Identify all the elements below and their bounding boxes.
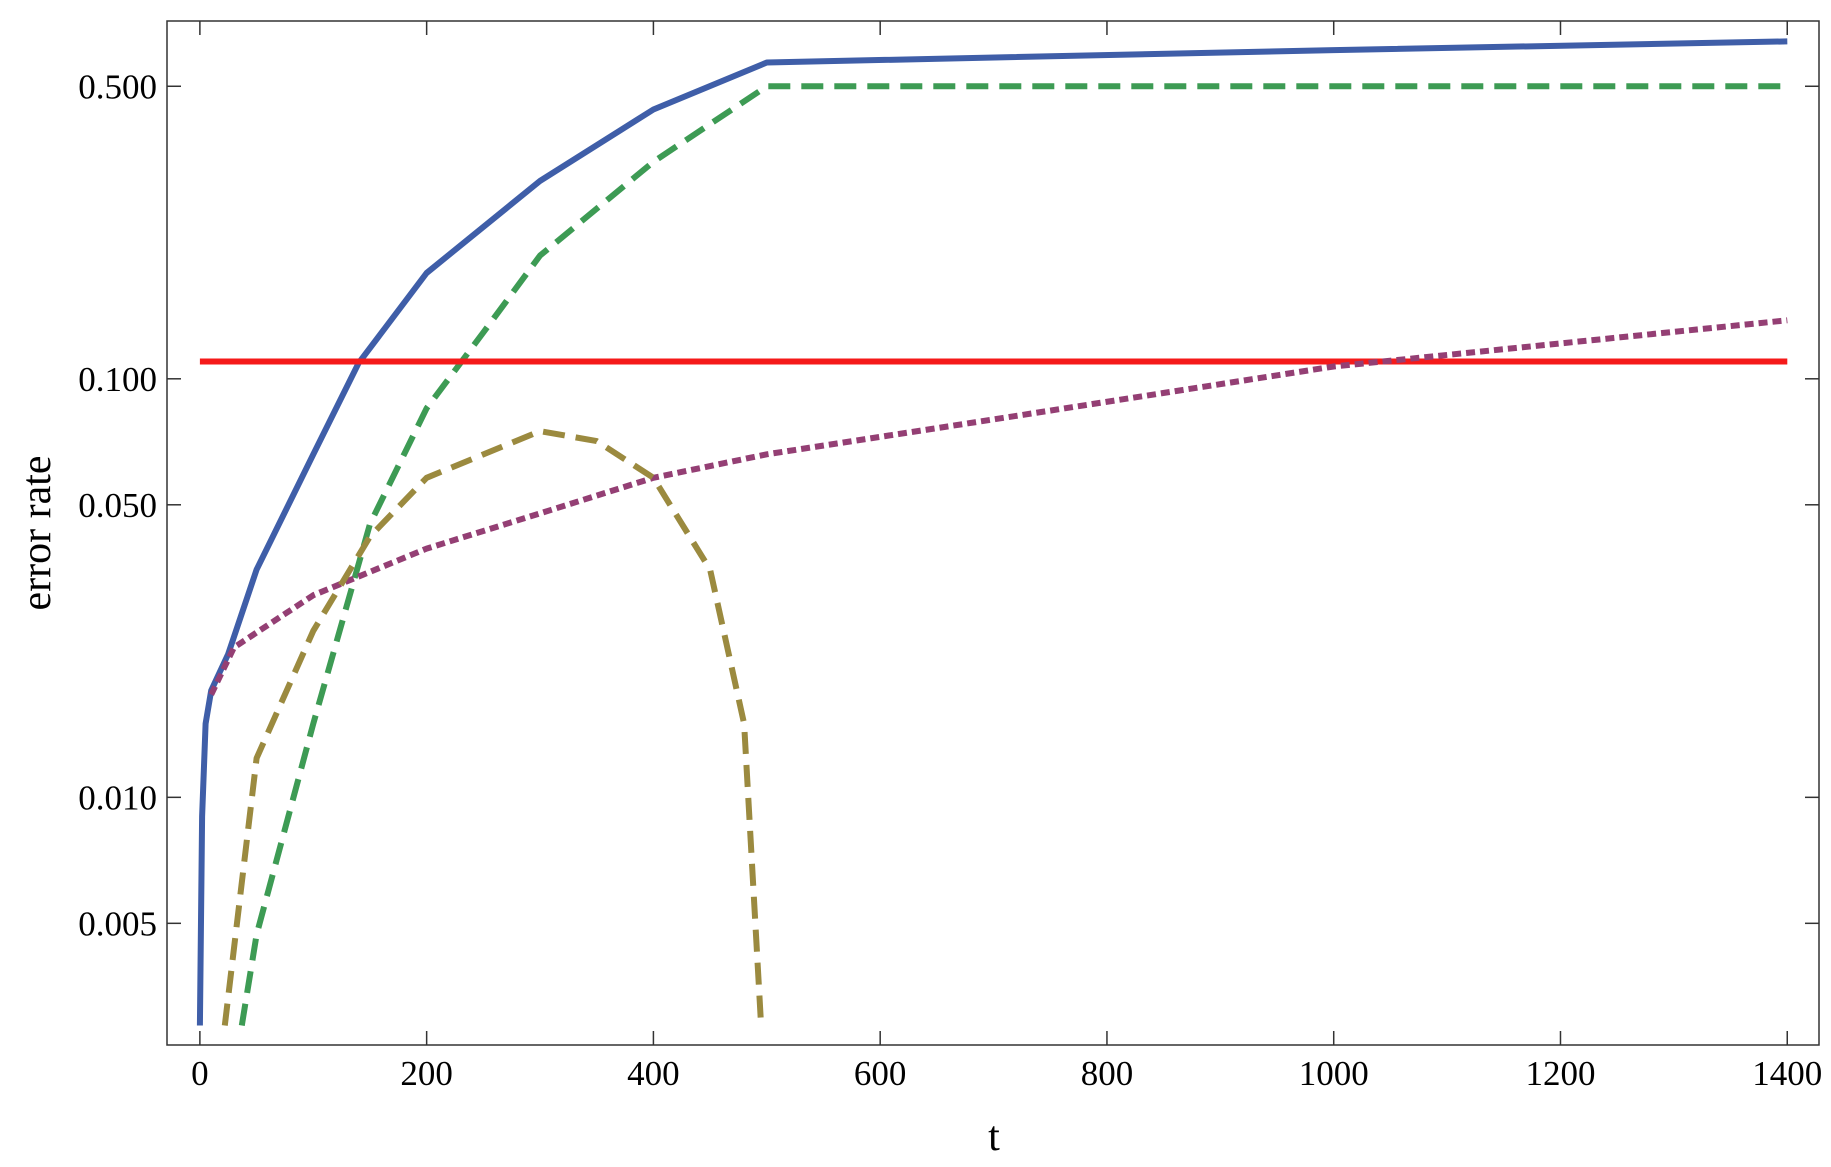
plot-frame — [166, 20, 1820, 1046]
series-line — [238, 83, 1788, 1026]
x-tick-label: 200 — [400, 1054, 453, 1093]
x-tick-label: 600 — [854, 1054, 907, 1093]
y-tick-label: 0.050 — [78, 486, 157, 525]
series-line — [196, 38, 1788, 1026]
series-line — [208, 317, 1788, 696]
y-tick-label: 0.500 — [78, 67, 157, 106]
x-tick-label: 1400 — [1752, 1054, 1822, 1093]
x-tick-label: 1000 — [1299, 1054, 1369, 1093]
x-axis-label: t — [988, 1114, 1000, 1160]
y-axis-label: error rate — [14, 455, 60, 610]
y-tick-label: 0.005 — [78, 904, 157, 943]
x-tick-label: 400 — [627, 1054, 680, 1093]
x-tick-label: 800 — [1081, 1054, 1134, 1093]
series-line — [221, 428, 765, 1026]
y-tick-label: 0.010 — [78, 778, 157, 817]
x-tick-label: 0 — [191, 1054, 209, 1093]
y-tick-label: 0.100 — [78, 360, 157, 399]
x-tick-label: 1200 — [1525, 1054, 1595, 1093]
